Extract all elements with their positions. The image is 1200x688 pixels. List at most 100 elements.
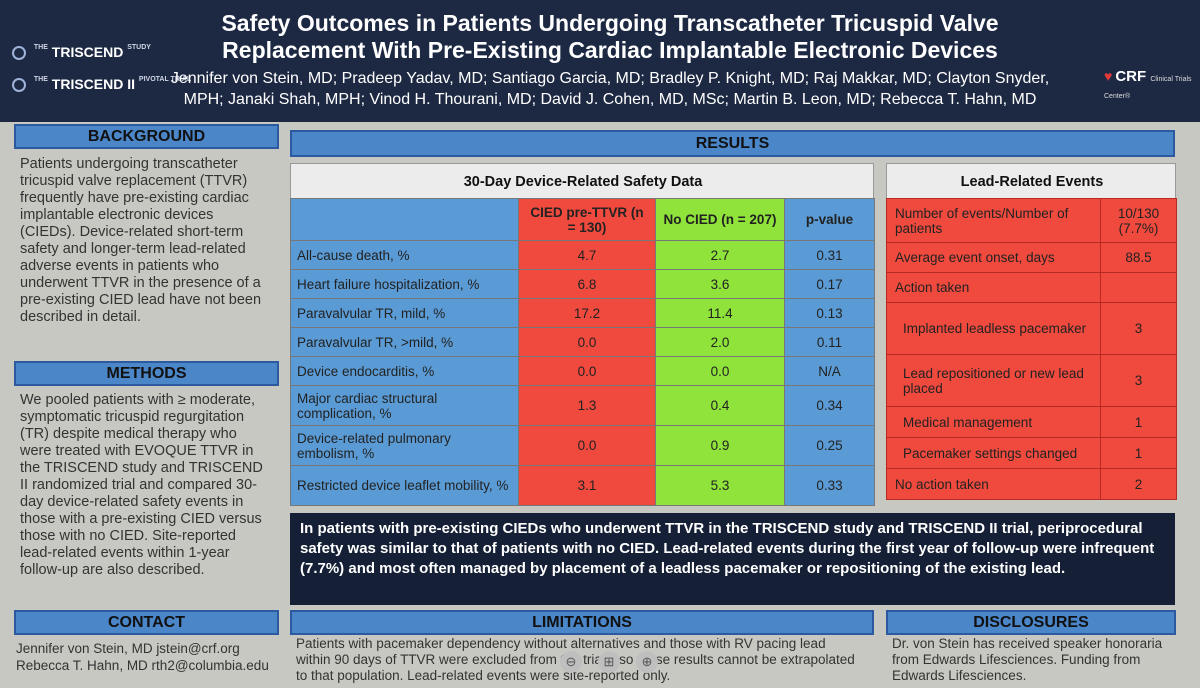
safety-table: CIED pre-TTVR (n = 130) No CIED (n = 207… bbox=[290, 198, 875, 506]
p-value: 0.25 bbox=[784, 425, 875, 466]
lead-label: Implanted leadless pacemaker bbox=[886, 302, 1101, 355]
p-value: N/A bbox=[784, 356, 875, 386]
lead-value bbox=[1100, 272, 1177, 303]
lead-label: Average event onset, days bbox=[886, 242, 1101, 273]
lead-label: No action taken bbox=[886, 468, 1101, 500]
no-cied-value: 3.6 bbox=[655, 269, 785, 299]
authors-line: MPH; Janaki Shah, MPH; Vinod H. Thourani… bbox=[183, 91, 1037, 108]
lead-table-header: Lead-Related Events bbox=[886, 163, 1176, 199]
lead-row: Action taken bbox=[886, 272, 1177, 303]
row-label: Device-related pulmonary embolism, % bbox=[290, 425, 519, 466]
cied-value: 0.0 bbox=[518, 327, 656, 357]
limitations-text: Patients with pacemaker dependency witho… bbox=[296, 636, 871, 684]
table-row: Major cardiac structural complication, %… bbox=[290, 385, 875, 426]
table-row: Heart failure hospitalization, % 6.8 3.6 0.… bbox=[290, 269, 875, 299]
row-label: Device endocarditis, % bbox=[290, 356, 519, 386]
no-cied-value: 11.4 bbox=[655, 298, 785, 328]
p-value: 0.33 bbox=[784, 465, 875, 506]
col-cied: CIED pre-TTVR (n = 130) bbox=[518, 198, 656, 241]
background-heading: BACKGROUND bbox=[14, 124, 279, 149]
cied-value: 17.2 bbox=[518, 298, 656, 328]
row-label: Major cardiac structural complication, % bbox=[290, 385, 519, 426]
col-no-cied: No CIED (n = 207) bbox=[655, 198, 785, 241]
title-line: Replacement With Pre-Existing Cardiac Im… bbox=[222, 37, 998, 63]
lead-label: Action taken bbox=[886, 272, 1101, 303]
logo-name: TRISCEND bbox=[51, 44, 124, 60]
crf-name: CRF bbox=[1115, 68, 1147, 85]
lead-value: 10/130 (7.7%) bbox=[1100, 198, 1177, 243]
contact-info: Jennifer von Stein, MD jstein@crf.org Re… bbox=[16, 640, 286, 674]
cied-value: 0.0 bbox=[518, 425, 656, 466]
no-cied-value: 2.0 bbox=[655, 327, 785, 357]
fit-icon[interactable]: ⊞ bbox=[598, 651, 620, 673]
triscend-emblem-icon bbox=[12, 46, 26, 61]
lead-row: Pacemaker settings changed 1 bbox=[886, 437, 1177, 469]
no-cied-value: 0.0 bbox=[655, 356, 785, 386]
table-row: Device endocarditis, % 0.0 0.0 N/A bbox=[290, 356, 875, 386]
no-cied-value: 0.9 bbox=[655, 425, 785, 466]
lead-value: 3 bbox=[1100, 302, 1177, 355]
disclosures-line: Dr. von Stein has received speaker honor… bbox=[892, 636, 1163, 651]
poster-title: Safety Outcomes in Patients Undergoing T… bbox=[160, 10, 1060, 64]
contact-heading: CONTACT bbox=[14, 610, 279, 635]
row-label: Heart failure hospitalization, % bbox=[290, 269, 519, 299]
disclosures-line: Edwards Lifesciences. bbox=[892, 668, 1027, 683]
logo-the: THE bbox=[33, 76, 48, 83]
header-blank bbox=[290, 198, 519, 241]
p-value: 0.31 bbox=[784, 240, 875, 270]
zoom-in-icon[interactable]: ⊕ bbox=[636, 651, 658, 673]
p-value: 0.11 bbox=[784, 327, 875, 357]
p-value: 0.34 bbox=[784, 385, 875, 426]
p-value: 0.13 bbox=[784, 298, 875, 328]
cied-value: 6.8 bbox=[518, 269, 656, 299]
table-row: Paravalvular TR, >mild, % 0.0 2.0 0.11 bbox=[290, 327, 875, 357]
row-label: Paravalvular TR, >mild, % bbox=[290, 327, 519, 357]
lead-row: Average event onset, days 88.5 bbox=[886, 242, 1177, 273]
results-heading: RESULTS bbox=[290, 130, 1175, 157]
no-cied-value: 5.3 bbox=[655, 465, 785, 506]
cied-value: 3.1 bbox=[518, 465, 656, 506]
disclosures-text: Dr. von Stein has received speaker honor… bbox=[892, 636, 1177, 684]
triscend-ii-emblem-icon bbox=[12, 78, 26, 93]
row-label: Paravalvular TR, mild, % bbox=[290, 298, 519, 328]
logo-sub: PIVOTAL TRIAL bbox=[138, 76, 192, 83]
lead-row: Lead repositioned or new lead placed 3 bbox=[886, 354, 1177, 407]
limitations-line: to that population. Lead-related events … bbox=[296, 668, 671, 683]
cied-value: 1.3 bbox=[518, 385, 656, 426]
methods-heading: METHODS bbox=[14, 361, 279, 386]
lead-row: Implanted leadless pacemaker 3 bbox=[886, 302, 1177, 355]
poster-header: THE TRISCEND STUDY THE TRISCEND II PIVOT… bbox=[0, 0, 1200, 122]
lead-row: Medical management 1 bbox=[886, 406, 1177, 438]
conclusion-box: In patients with pre-existing CIEDs who … bbox=[290, 513, 1175, 605]
triscend-logo: THE TRISCEND STUDY bbox=[12, 44, 151, 61]
authors-line: Jennifer von Stein, MD; Pradeep Yadav, M… bbox=[170, 70, 1050, 87]
lead-row: No action taken 2 bbox=[886, 468, 1177, 500]
lead-label: Lead repositioned or new lead placed bbox=[886, 354, 1101, 407]
limitations-line: Patients with pacemaker dependency witho… bbox=[296, 636, 826, 651]
lead-label: Medical management bbox=[886, 406, 1101, 438]
safety-table-title: 30-Day Device-Related Safety Data bbox=[463, 174, 703, 190]
triscend-ii-logo: THE TRISCEND II PIVOTAL TRIAL bbox=[12, 76, 192, 93]
lead-row: Number of events/Number of patients 10/13… bbox=[886, 198, 1177, 243]
lead-events-table: Number of events/Number of patients 10/13… bbox=[886, 198, 1177, 500]
disclosures-heading: DISCLOSURES bbox=[886, 610, 1176, 635]
zoom-out-icon[interactable]: ⊖ bbox=[560, 651, 582, 673]
table-row: Paravalvular TR, mild, % 17.2 11.4 0.13 bbox=[290, 298, 875, 328]
cied-value: 0.0 bbox=[518, 356, 656, 386]
table-row: All-cause death, % 4.7 2.7 0.31 bbox=[290, 240, 875, 270]
row-label: Restricted device leaflet mobility, % bbox=[290, 465, 519, 506]
title-line: Safety Outcomes in Patients Undergoing T… bbox=[221, 10, 999, 36]
lead-table-title: Lead-Related Events bbox=[960, 174, 1104, 190]
logo-name: TRISCEND II bbox=[51, 76, 136, 92]
table-row: Device-related pulmonary embolism, % 0.0 0… bbox=[290, 425, 875, 466]
lead-value: 2 bbox=[1100, 468, 1177, 500]
row-label: All-cause death, % bbox=[290, 240, 519, 270]
lead-value: 1 bbox=[1100, 437, 1177, 469]
lead-value: 1 bbox=[1100, 406, 1177, 438]
crf-sub: Clinical Trials Center® bbox=[1104, 76, 1192, 100]
cied-value: 4.7 bbox=[518, 240, 656, 270]
heart-icon: ♥ bbox=[1104, 68, 1113, 84]
p-value: 0.17 bbox=[784, 269, 875, 299]
contact-line: Jennifer von Stein, MD jstein@crf.org bbox=[16, 641, 240, 656]
